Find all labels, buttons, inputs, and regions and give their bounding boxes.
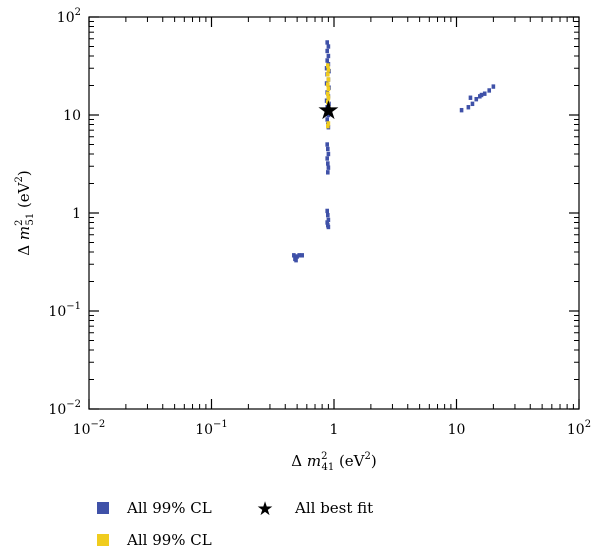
data-point	[325, 156, 329, 161]
data-point	[326, 165, 331, 170]
major-ticks	[88, 16, 580, 410]
x-tick-label: 10	[448, 422, 466, 438]
y-tick-label: 1	[72, 206, 81, 222]
data-point	[326, 100, 330, 105]
data-point	[326, 151, 331, 157]
data-point	[326, 121, 331, 126]
legend-star-icon: ★	[256, 498, 273, 520]
data-point	[474, 96, 479, 102]
legend-label-best-fit: All best fit	[294, 499, 373, 517]
data-point	[487, 88, 492, 93]
data-point	[482, 91, 487, 96]
data-point	[292, 253, 296, 258]
data-point	[326, 212, 330, 218]
x-tick-label: 102	[567, 419, 591, 438]
data-point	[294, 257, 298, 263]
minor-ticks	[89, 17, 579, 409]
x-tick-labels: 10−2 10−1 1 10 102	[73, 419, 591, 438]
data-point	[325, 208, 329, 214]
data-point	[326, 112, 331, 118]
data-point	[325, 48, 329, 54]
data-point	[326, 224, 331, 230]
data-point	[326, 217, 331, 223]
legend-swatch-blue	[97, 502, 109, 514]
data-marks: ★	[292, 40, 496, 263]
x-axis-title: Δ m2 41 (eV2)	[291, 451, 377, 473]
series-1	[326, 63, 331, 129]
data-point	[466, 105, 471, 110]
data-point	[295, 254, 299, 259]
data-point	[326, 53, 331, 59]
y-tick-labels: 10−2 10−1 1 10 102	[48, 7, 81, 418]
data-point	[326, 170, 330, 175]
data-point	[470, 101, 475, 107]
data-point	[325, 142, 329, 147]
data-point	[326, 72, 330, 77]
data-point	[324, 66, 329, 71]
data-point	[326, 63, 330, 68]
data-point	[326, 77, 331, 82]
data-point	[468, 95, 473, 100]
x-tick-label: 10−2	[73, 419, 106, 438]
series-2: ★	[317, 96, 340, 126]
y-tick-label: 10	[63, 108, 81, 124]
data-point	[326, 82, 330, 87]
data-point	[325, 220, 329, 225]
y-tick-label: 10−1	[48, 301, 81, 320]
data-point	[326, 161, 330, 166]
data-point	[459, 107, 464, 113]
data-point	[326, 86, 331, 92]
data-point	[297, 253, 302, 258]
data-point	[326, 146, 330, 152]
data-point	[325, 58, 329, 63]
legend: All 99% CL ★ All best fit All 99% CL	[97, 498, 373, 549]
data-point	[325, 40, 329, 45]
plot-frame	[88, 16, 580, 410]
data-point	[325, 105, 329, 110]
data-point	[326, 91, 330, 96]
data-point	[325, 117, 329, 122]
data-point	[479, 92, 484, 98]
y-axis-title: Δ m251 (eV2)	[14, 170, 36, 256]
y-tick-label: 102	[57, 7, 81, 26]
legend-label-yellow: All 99% CL	[126, 531, 212, 549]
data-point	[300, 253, 304, 258]
y-tick-label: 10−2	[48, 399, 81, 418]
data-point	[326, 44, 331, 49]
data-point	[326, 67, 331, 72]
x-tick-label: 10−1	[195, 419, 228, 438]
series-0	[292, 40, 496, 263]
best-fit-star: ★	[317, 96, 340, 126]
data-point	[326, 95, 331, 100]
legend-swatch-yellow	[97, 534, 109, 546]
data-point	[326, 123, 330, 129]
x-tick-label: 1	[330, 422, 339, 438]
data-point	[491, 84, 496, 89]
legend-label-blue: All 99% CL	[126, 499, 212, 517]
